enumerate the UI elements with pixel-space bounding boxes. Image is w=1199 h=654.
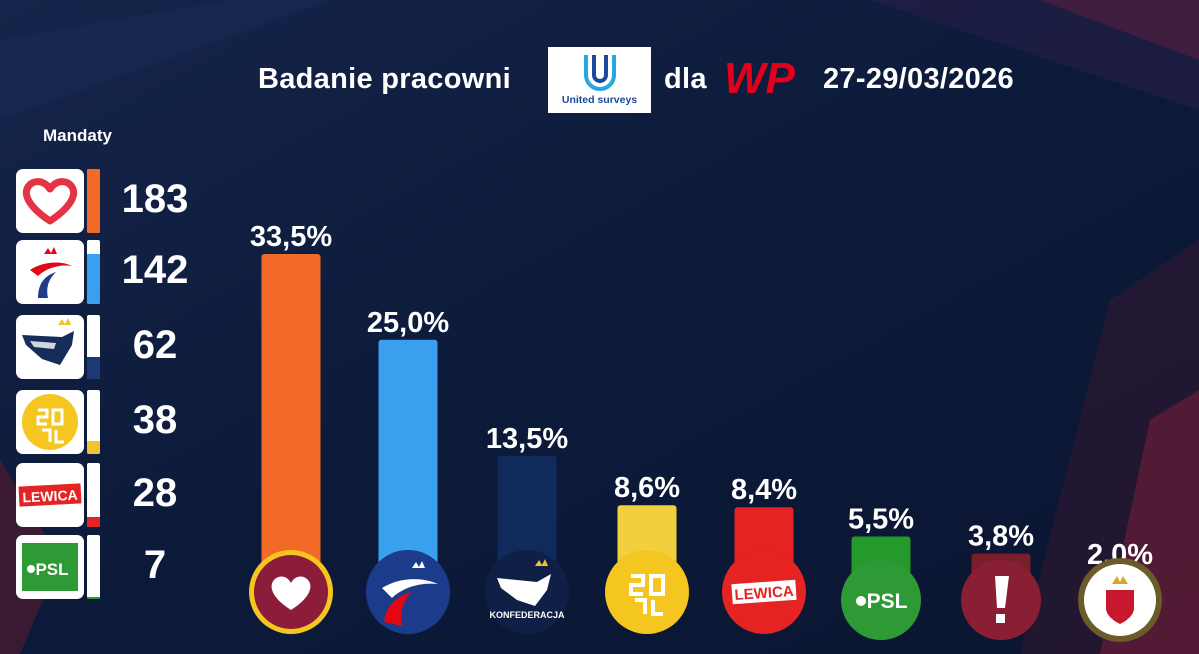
seat-row-konfederacja: 62 xyxy=(16,315,216,381)
seat-fill xyxy=(87,517,100,527)
razem-bar-logo xyxy=(961,560,1041,640)
exclamation-icon xyxy=(995,576,1009,608)
seat-bar-lewica xyxy=(87,463,100,527)
lewica-bar-logo: LEWICA xyxy=(722,550,806,634)
konfederacja-logo-text: KONFEDERACJA xyxy=(489,610,565,620)
value-label-konfederacja: 13,5% xyxy=(486,423,568,455)
pis-bar-logo xyxy=(366,550,450,634)
seat-count-konfederacja: 62 xyxy=(132,323,178,367)
heart-icon xyxy=(271,576,311,610)
bar-pis xyxy=(378,339,438,592)
crown-icon xyxy=(535,559,548,566)
psl-bar-logo-text: PSL xyxy=(867,590,908,613)
seat-row-ko: 183 xyxy=(16,169,216,235)
header: Badanie pracowni United surveys dla WP 2… xyxy=(0,47,1199,115)
seat-row-psl: PSL 7 xyxy=(16,535,216,601)
seat-count-psl: 7 xyxy=(143,543,167,587)
seat-count-polska2050: 38 xyxy=(132,398,178,442)
clover-icon xyxy=(856,596,866,606)
seat-bar-pis xyxy=(87,240,100,304)
seat-bar-psl xyxy=(87,535,100,599)
konfederacja-logo xyxy=(16,315,84,379)
header-dla: dla xyxy=(664,63,707,95)
value-label-psl: 5,5% xyxy=(848,504,914,536)
lewica-icon: LEWICA xyxy=(18,483,82,507)
ko-logo xyxy=(16,169,84,233)
crown-icon xyxy=(412,561,425,568)
united-surveys-icon xyxy=(584,55,616,91)
united-surveys-logo: United surveys xyxy=(548,47,651,113)
lewica-bar-logo-text: LEWICA xyxy=(734,583,794,604)
seat-fill xyxy=(87,357,100,379)
seat-row-polska2050: 38 xyxy=(16,390,216,456)
konfederacja-bar-logo: KONFEDERACJA xyxy=(485,550,569,634)
seat-fill xyxy=(87,254,100,304)
header-prefix: Badanie pracowni xyxy=(258,63,511,95)
psl-bar-logo: PSL xyxy=(841,560,921,640)
party-logos-layer: KONFEDERACJA LEWICA PSL xyxy=(249,550,1162,642)
psl-logo-text: PSL xyxy=(35,560,68,579)
pis-eagle-icon xyxy=(30,247,72,298)
seat-fill xyxy=(87,169,100,233)
seat-count-lewica: 28 xyxy=(132,471,178,515)
crown-icon xyxy=(1112,576,1128,584)
value-labels-layer: 33,5%25,0%13,5%8,6% 8,4%5,5%3,8%2,0% xyxy=(250,221,1153,571)
heart-icon xyxy=(22,178,78,225)
polska2050-logo xyxy=(16,390,84,454)
value-label-razem: 3,8% xyxy=(968,521,1034,553)
seat-count-ko: 183 xyxy=(121,177,189,221)
lewica-logo-text: LEWICA xyxy=(22,487,78,506)
value-label-pis: 25,0% xyxy=(367,307,449,339)
seat-bar-polska2050 xyxy=(87,390,100,454)
polska2050-icon xyxy=(22,394,78,450)
kkp-bar-logo xyxy=(1078,558,1162,642)
lewica-logo: LEWICA xyxy=(16,463,84,527)
konfederacja-eagle-icon xyxy=(22,318,74,365)
seat-fill xyxy=(87,440,100,454)
wp-logo: WP xyxy=(724,55,796,101)
ko-bar-logo xyxy=(249,550,333,634)
seat-bar-ko xyxy=(87,169,100,233)
psl-icon: PSL xyxy=(22,543,78,591)
clover-icon xyxy=(27,565,35,573)
seat-fill xyxy=(87,596,100,599)
value-label-lewica: 8,4% xyxy=(731,474,797,506)
header-date: 27-29/03/2026 xyxy=(823,63,1014,95)
seat-row-pis: 142 xyxy=(16,240,216,306)
psl-logo: PSL xyxy=(16,535,84,599)
united-surveys-logo-text: United surveys xyxy=(561,94,638,106)
seat-bar-konfederacja xyxy=(87,315,100,379)
polska2050-bar-logo xyxy=(605,550,689,634)
value-label-polska-2050: 8,6% xyxy=(614,472,680,504)
seat-row-lewica: LEWICA 28 xyxy=(16,463,216,529)
seats-title: Mandaty xyxy=(43,126,112,145)
wp-logo-text: WP xyxy=(724,55,796,101)
value-label-ko: 33,5% xyxy=(250,221,332,253)
bar-ko xyxy=(261,254,321,592)
seat-count-pis: 142 xyxy=(121,248,189,292)
pis-logo xyxy=(16,240,84,304)
